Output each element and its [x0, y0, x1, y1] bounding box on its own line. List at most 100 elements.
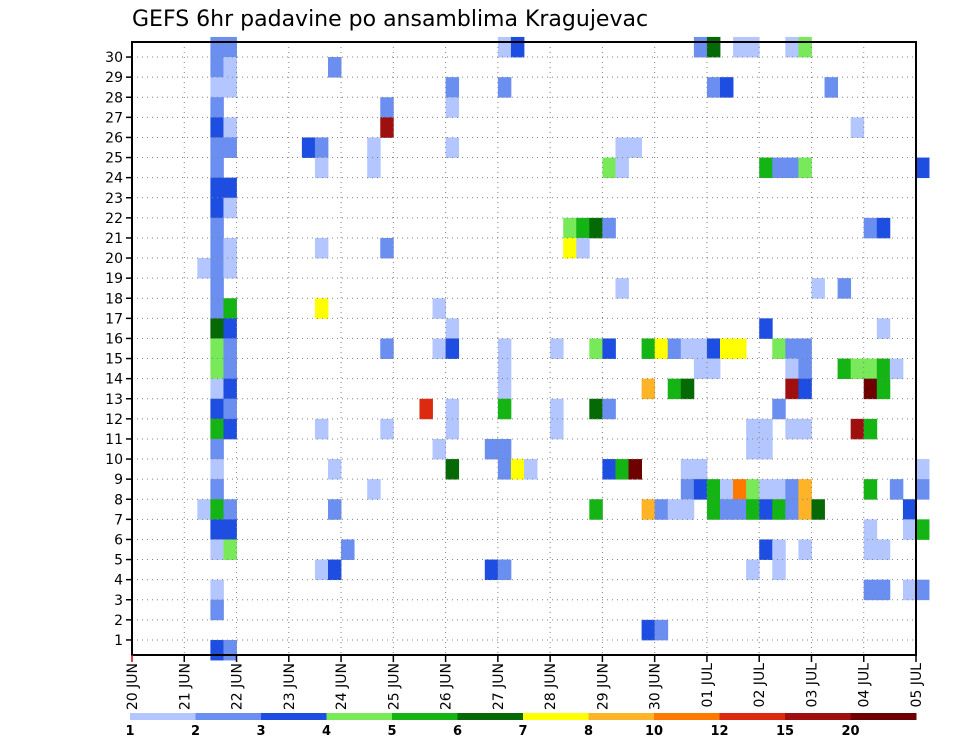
precip-cell — [902, 519, 917, 540]
x-tick-label: 04 JUL — [857, 663, 873, 708]
precip-cell — [798, 338, 812, 359]
x-axis: 20 JUN 21 JUN 22 JUN 23 JUN 24 JUN 25 JUN 26 J… — [125, 655, 925, 710]
precip-cell — [210, 398, 224, 420]
precip-cell — [837, 278, 852, 299]
precip-cell — [850, 358, 865, 380]
y-tick-label: 3 — [114, 593, 123, 609]
precip-cell — [772, 398, 786, 420]
precip-cell — [785, 36, 799, 58]
precip-cell — [680, 338, 695, 359]
y-tick-label: 22 — [105, 211, 123, 227]
heatmap-cells — [197, 36, 930, 661]
grid-lines — [132, 42, 916, 655]
precip-cell — [210, 318, 224, 339]
precip-cell — [916, 157, 930, 179]
colorbar-swatch — [195, 713, 262, 720]
precip-cell — [863, 418, 878, 440]
colorbar-label: 5 — [387, 724, 396, 739]
precip-cell — [746, 559, 760, 581]
precip-cell — [798, 539, 812, 560]
x-tick-label: 25 JUN — [386, 663, 402, 710]
precip-cell — [210, 117, 224, 138]
precip-cell — [720, 479, 734, 500]
precip-cell — [654, 338, 669, 359]
precip-cell — [706, 499, 721, 520]
precip-cell — [210, 278, 224, 299]
y-tick-label: 23 — [105, 191, 123, 207]
colorbar-label: 2 — [191, 724, 200, 739]
precip-cell — [510, 36, 525, 58]
precip-cell — [628, 137, 642, 158]
precip-cell — [759, 157, 773, 179]
y-tick-label: 28 — [105, 90, 123, 106]
precip-cell — [223, 539, 237, 560]
y-tick-label: 26 — [105, 130, 123, 146]
colorbar-label: 7 — [518, 724, 527, 739]
precip-cell — [197, 258, 211, 279]
y-tick-label: 2 — [114, 613, 123, 629]
x-tick-label: 22 JUN — [230, 663, 246, 710]
precip-cell — [223, 639, 237, 661]
colorbar-label: 6 — [453, 724, 462, 739]
colorbar-swatch — [130, 713, 196, 720]
x-tick-label: 26 JUN — [439, 663, 455, 710]
precip-cell — [210, 177, 224, 199]
precip-cell — [720, 338, 734, 359]
precip-cell — [210, 539, 224, 560]
precip-cell — [223, 177, 237, 199]
precip-cell — [445, 398, 460, 420]
precip-cell — [576, 237, 590, 259]
precip-cell — [772, 539, 786, 560]
precip-cell — [615, 157, 629, 179]
y-tick-label: 16 — [105, 331, 123, 347]
precip-cell — [314, 298, 329, 319]
precip-cell — [693, 479, 708, 500]
precip-cell — [863, 479, 878, 500]
y-axis: 1234567891011121314151617181920212223242… — [105, 50, 132, 649]
precip-cell — [497, 36, 512, 58]
precip-cell — [210, 378, 224, 400]
x-tick-label: 28 JUN — [543, 663, 559, 710]
colorbar-swatch — [654, 713, 720, 720]
x-tick-label: 24 JUN — [334, 663, 350, 710]
precip-cell — [916, 479, 930, 500]
precip-cell — [497, 559, 512, 581]
precip-cell — [314, 157, 329, 179]
precip-cell — [746, 36, 760, 58]
precip-cell — [785, 499, 799, 520]
precip-cell — [210, 36, 224, 58]
precip-cell — [798, 479, 812, 500]
precip-cell — [497, 338, 512, 359]
precip-cell — [746, 418, 760, 440]
precip-cell — [432, 338, 446, 359]
precip-cell — [380, 418, 394, 440]
precip-cell — [759, 479, 773, 500]
precip-cell — [510, 459, 525, 480]
precip-cell — [484, 438, 499, 460]
colorbar-swatch — [261, 713, 327, 720]
precip-cell — [916, 519, 930, 540]
precip-cell — [863, 539, 878, 560]
precip-cell — [667, 338, 682, 359]
colorbar: 1 2 3 4 5 6 7 8 10 12 15 20 — [125, 713, 917, 739]
precip-cell — [223, 519, 237, 540]
precip-cell — [223, 36, 237, 58]
colorbar-swatch — [719, 713, 786, 720]
precip-cell — [432, 298, 446, 319]
precip-cell — [889, 358, 904, 380]
precip-cell — [641, 619, 656, 641]
colorbar-swatch — [523, 713, 589, 720]
colorbar-swatch — [785, 713, 851, 720]
x-tick-label: 03 JUL — [804, 663, 820, 708]
y-tick-label: 11 — [105, 432, 123, 448]
precip-cell — [746, 438, 760, 460]
precip-cell — [576, 217, 590, 239]
precip-cell — [602, 398, 616, 420]
precip-cell — [680, 499, 695, 520]
precip-cell — [328, 459, 342, 480]
precip-cell — [445, 97, 460, 118]
precip-cell — [615, 459, 629, 480]
precip-cell — [641, 499, 656, 520]
precip-cell — [563, 237, 577, 259]
